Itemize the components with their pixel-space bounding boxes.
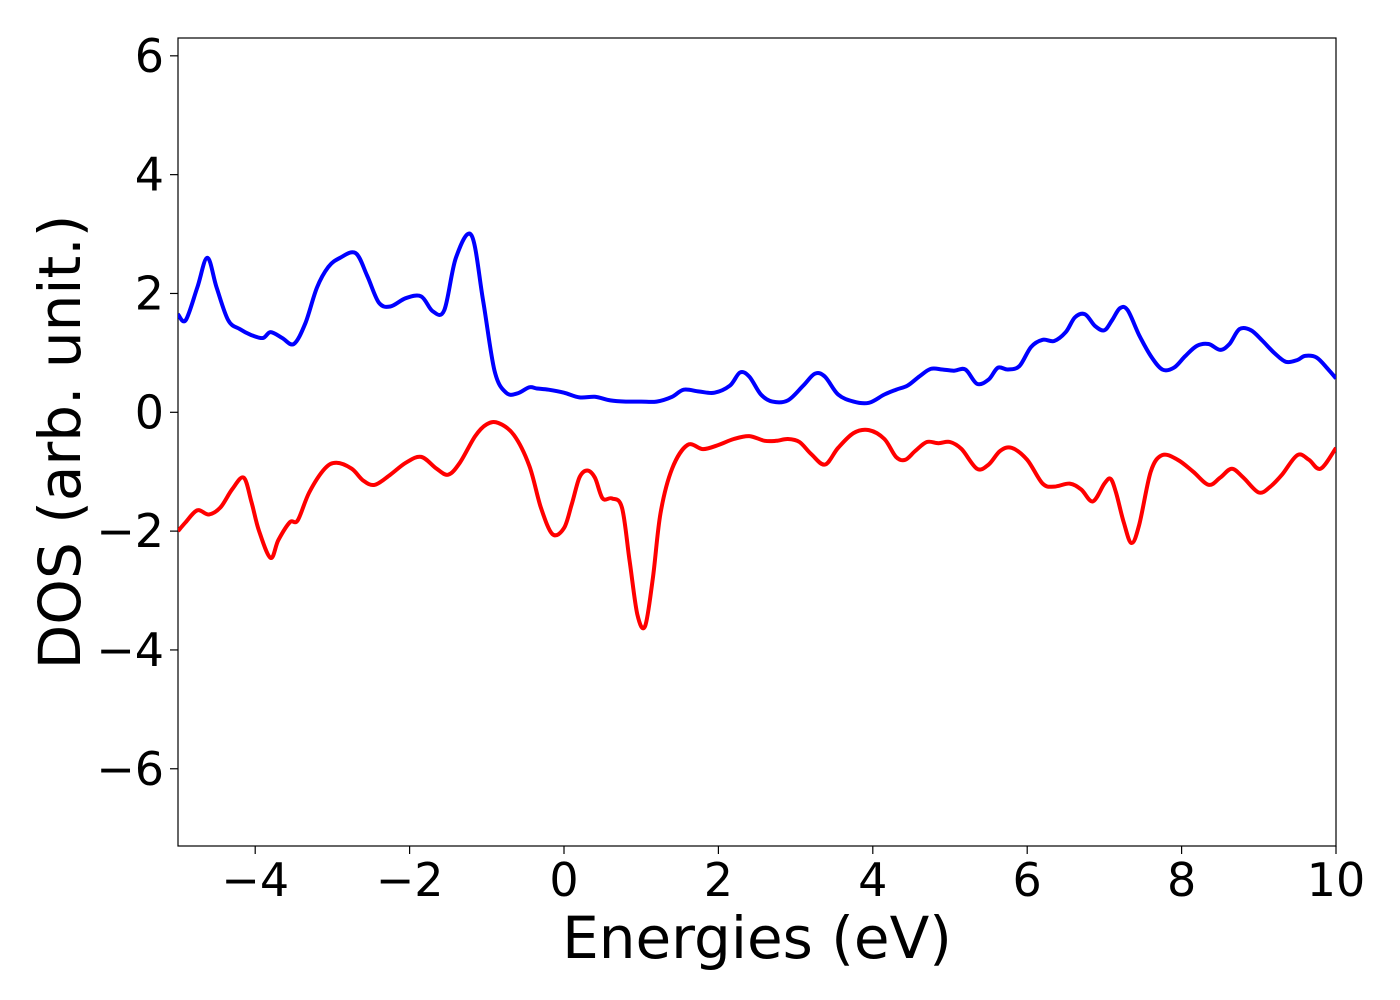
y-tick-label: −4 [96,623,164,677]
x-tick-label: 0 [549,853,578,907]
x-tick-label: 2 [704,853,733,907]
x-axis-label: Energies (eV) [562,904,952,972]
x-tick-label: −2 [376,853,444,907]
y-tick-label: 6 [135,29,164,83]
y-axis-label: DOS (arb. unit.) [26,215,94,670]
plot-frame [177,37,1337,847]
y-ticks: −6 −4 −2 0 2 4 6 [96,29,178,796]
x-ticks: −4 −2 0 2 4 6 8 10 [221,846,1365,907]
y-tick-label: 0 [135,385,164,439]
series-line-blue [178,231,1336,406]
series-lines [178,231,1336,631]
y-tick-label: 4 [135,148,164,202]
x-tick-label: 8 [1167,853,1196,907]
x-tick-label: 4 [858,853,887,907]
x-tick-label: −4 [221,853,289,907]
y-tick-label: −2 [96,504,164,558]
x-tick-label: 6 [1013,853,1042,907]
x-tick-label: 10 [1307,853,1366,907]
series-line-red [178,420,1336,631]
y-tick-label: −6 [96,742,164,796]
y-tick-label: 2 [135,266,164,320]
